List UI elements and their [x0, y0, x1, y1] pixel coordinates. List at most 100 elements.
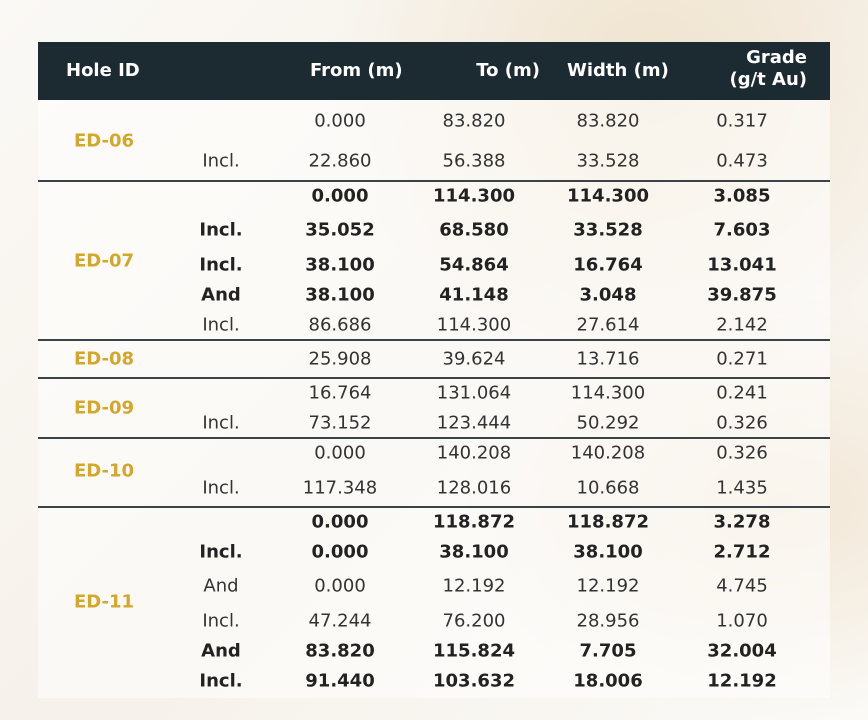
cell: 0.000	[314, 575, 366, 597]
hole-id: ED-11	[73, 591, 135, 612]
cell: 118.872	[567, 511, 649, 533]
cell: 83.820	[576, 110, 640, 132]
cell: 47.244	[308, 610, 372, 632]
cell: 10.668	[576, 477, 640, 499]
table-header	[38, 42, 830, 100]
cell: 13.716	[576, 348, 640, 370]
row-separator	[38, 180, 830, 182]
qualifier: And	[201, 640, 241, 662]
qualifier: Incl.	[199, 541, 243, 563]
cell: 39.624	[442, 348, 506, 370]
qualifier: Incl.	[202, 314, 240, 336]
cell: 38.100	[305, 254, 375, 276]
cell: 4.745	[716, 575, 768, 597]
cell: 0.000	[314, 442, 366, 464]
qualifier: Incl.	[202, 412, 240, 434]
hole-id: ED-09	[73, 397, 135, 419]
cell: 12.192	[576, 575, 640, 597]
row-separator	[38, 377, 830, 379]
cell: 25.908	[308, 348, 372, 370]
qualifier: Incl.	[199, 219, 243, 241]
cell: 73.152	[308, 412, 372, 434]
cell: 0.271	[716, 348, 768, 370]
column-header: From (m)	[310, 60, 403, 81]
cell: 128.016	[436, 477, 512, 499]
qualifier: Incl.	[202, 610, 240, 632]
cell: 0.000	[311, 185, 369, 207]
cell: 0.000	[314, 110, 366, 132]
column-header: To (m)	[476, 60, 540, 81]
row-separator	[38, 339, 830, 341]
cell: 114.300	[433, 185, 515, 207]
cell: 2.712	[713, 541, 771, 563]
row-separator	[38, 506, 830, 508]
qualifier: Incl.	[199, 254, 243, 276]
cell: 7.705	[579, 640, 637, 662]
cell: 123.444	[436, 412, 512, 434]
cell: 2.142	[716, 314, 768, 336]
cell: 140.208	[436, 442, 512, 464]
qualifier: Incl.	[202, 477, 240, 499]
cell: 114.300	[570, 382, 646, 404]
cell: 12.192	[707, 670, 777, 692]
cell: 103.632	[433, 670, 515, 692]
cell: 86.686	[308, 314, 372, 336]
cell: 118.872	[433, 511, 515, 533]
cell: 22.860	[308, 150, 372, 172]
cell: 0.473	[716, 150, 768, 172]
column-header: Width (m)	[567, 60, 669, 81]
cell: 131.064	[436, 382, 512, 404]
cell: 76.200	[442, 610, 506, 632]
table-body	[38, 100, 830, 698]
cell: 28.956	[576, 610, 640, 632]
cell: 16.764	[308, 382, 372, 404]
cell: 27.614	[576, 314, 640, 336]
cell: 50.292	[576, 412, 640, 434]
cell: 0.241	[716, 382, 768, 404]
cell: 0.000	[311, 541, 369, 563]
cell: 3.278	[713, 511, 771, 533]
cell: 1.435	[716, 477, 768, 499]
cell: 0.326	[716, 412, 768, 434]
cell: 0.000	[311, 511, 369, 533]
cell: 68.580	[439, 219, 509, 241]
cell: 114.300	[436, 314, 512, 336]
hole-id: ED-10	[73, 460, 135, 481]
cell: 83.820	[442, 110, 506, 132]
qualifier: And	[203, 575, 239, 597]
cell: 35.052	[305, 219, 375, 241]
cell: 39.875	[707, 284, 777, 306]
cell: 54.864	[439, 254, 509, 276]
cell: 3.048	[579, 284, 637, 306]
cell: 33.528	[573, 219, 643, 241]
cell: 0.317	[716, 110, 768, 132]
cell: 91.440	[305, 670, 375, 692]
cell: 3.085	[713, 185, 771, 207]
cell: 13.041	[707, 254, 777, 276]
cell: 1.070	[716, 610, 768, 632]
column-header: Grade (g/t Au)	[729, 47, 807, 90]
cell: 140.208	[570, 442, 646, 464]
hole-id: ED-07	[73, 250, 135, 271]
cell: 0.326	[716, 442, 768, 464]
cell: 115.824	[433, 640, 515, 662]
cell: 33.528	[576, 150, 640, 172]
qualifier: Incl.	[199, 670, 243, 692]
qualifier: And	[201, 284, 241, 306]
hole-id: ED-06	[73, 130, 135, 152]
cell: 38.100	[305, 284, 375, 306]
cell: 12.192	[442, 575, 506, 597]
row-separator	[38, 437, 830, 439]
cell: 7.603	[713, 219, 771, 241]
cell: 56.388	[442, 150, 506, 172]
qualifier: Incl.	[202, 150, 240, 172]
cell: 38.100	[573, 541, 643, 563]
cell: 16.764	[573, 254, 643, 276]
cell: 18.006	[573, 670, 643, 692]
cell: 41.148	[439, 284, 509, 306]
column-header: Hole ID	[66, 60, 140, 81]
cell: 32.004	[707, 640, 777, 662]
hole-id: ED-08	[73, 348, 135, 370]
cell: 117.348	[302, 477, 378, 499]
